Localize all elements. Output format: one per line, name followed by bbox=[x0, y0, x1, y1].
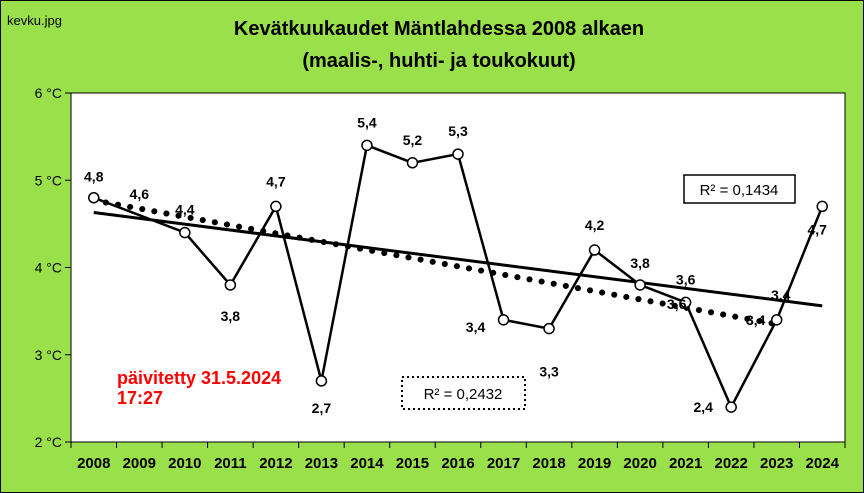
y-tick-label: 2 °C bbox=[35, 434, 62, 450]
updated-line-1: päivitetty 31.5.2024 bbox=[117, 368, 281, 388]
x-tick-label: 2014 bbox=[350, 455, 384, 472]
trendline-dotted bbox=[90, 197, 780, 328]
y-tick-label: 6 °C bbox=[35, 85, 62, 101]
x-tick-label: 2011 bbox=[214, 455, 247, 472]
data-point bbox=[543, 322, 555, 335]
data-label: 2,4 bbox=[693, 399, 713, 415]
file-label: kevku.jpg bbox=[7, 13, 62, 28]
r2-box-dotted-trend bbox=[401, 376, 526, 410]
data-label: 3,6 bbox=[676, 271, 696, 287]
data-point bbox=[406, 157, 419, 169]
chart-title-line-2: (maalis-, huhti- ja toukokuut) bbox=[302, 50, 575, 72]
trendline-solid bbox=[93, 211, 823, 308]
series-line bbox=[93, 143, 824, 410]
trend-data-label: 3,6 bbox=[667, 296, 687, 312]
x-tick-label: 2017 bbox=[487, 455, 520, 472]
data-label: 4,7 bbox=[266, 173, 286, 189]
data-label: 3,8 bbox=[221, 308, 241, 324]
data-label: 5,3 bbox=[448, 123, 468, 139]
data-point bbox=[361, 139, 373, 152]
x-tick-label: 2024 bbox=[806, 455, 840, 472]
r2-label-dotted-trend: R² = 0,2432 bbox=[424, 386, 503, 403]
x-tick-label: 2019 bbox=[578, 455, 611, 472]
data-label: 2,7 bbox=[312, 400, 332, 416]
x-tick-label: 2013 bbox=[305, 455, 338, 472]
trend-data-label: 4,6 bbox=[130, 186, 150, 202]
y-tick-label: 4 °C bbox=[35, 260, 62, 276]
r2-box-solid-trend bbox=[683, 174, 796, 204]
data-label: 4,8 bbox=[84, 169, 104, 185]
data-point bbox=[634, 279, 646, 291]
x-tick-label: 2022 bbox=[714, 455, 747, 472]
chart-title-line-1: Kevätkuukaudet Mäntlahdessa 2008 alkaen bbox=[234, 18, 644, 40]
data-label: 3,4 bbox=[746, 312, 766, 328]
data-label: 4,4 bbox=[175, 202, 195, 218]
data-point bbox=[497, 314, 510, 326]
y-tick-label: 3 °C bbox=[35, 347, 62, 363]
data-point bbox=[816, 200, 828, 213]
data-label: 5,2 bbox=[403, 132, 423, 148]
x-tick-label: 2012 bbox=[259, 455, 292, 472]
x-tick-label: 2016 bbox=[441, 455, 474, 472]
x-tick-label: 2020 bbox=[623, 455, 656, 472]
x-tick-label: 2015 bbox=[396, 455, 429, 472]
data-label: 3,3 bbox=[539, 364, 559, 380]
x-tick-label: 2008 bbox=[77, 455, 110, 472]
x-tick-label: 2018 bbox=[532, 455, 565, 472]
data-label: 5,4 bbox=[357, 114, 377, 130]
data-point bbox=[315, 375, 328, 387]
data-point bbox=[270, 200, 282, 213]
r2-label-solid-trend: R² = 0,1434 bbox=[700, 182, 779, 199]
updated-line-2: 17:27 bbox=[117, 388, 163, 408]
data-point bbox=[588, 244, 601, 256]
data-point bbox=[224, 279, 237, 291]
y-axis: 6 °C 5 °C 4 °C 3 °C 2 °C bbox=[35, 85, 71, 450]
x-axis: 2008 2009 2010 2011 2012 2013 2014 2015 2016 2017… bbox=[70, 442, 846, 472]
x-tick-label: 2010 bbox=[168, 455, 201, 472]
trendlines bbox=[90, 197, 823, 328]
data-label: 4,7 bbox=[808, 221, 828, 237]
data-label: 4,2 bbox=[585, 217, 605, 233]
y-tick-label: 5 °C bbox=[35, 172, 62, 188]
data-point bbox=[452, 148, 464, 160]
data-series bbox=[88, 139, 828, 413]
data-label: 3,4 bbox=[466, 319, 486, 335]
x-tick-label: 2023 bbox=[760, 455, 793, 472]
data-point bbox=[679, 296, 692, 309]
x-tick-label: 2009 bbox=[123, 455, 156, 472]
x-tick-label: 2021 bbox=[669, 455, 702, 472]
data-point bbox=[88, 191, 100, 204]
data-point bbox=[179, 226, 191, 239]
data-labels: 4,8 4,4 3,8 4,7 2,7 5,4 5,2 5,3 3,4 3,3 4,2 3,8 3,6 2… bbox=[84, 114, 827, 416]
trend-data-label: 3,4 bbox=[771, 287, 791, 303]
data-point bbox=[725, 401, 737, 413]
data-point bbox=[770, 314, 783, 326]
data-label: 3,8 bbox=[630, 255, 650, 271]
